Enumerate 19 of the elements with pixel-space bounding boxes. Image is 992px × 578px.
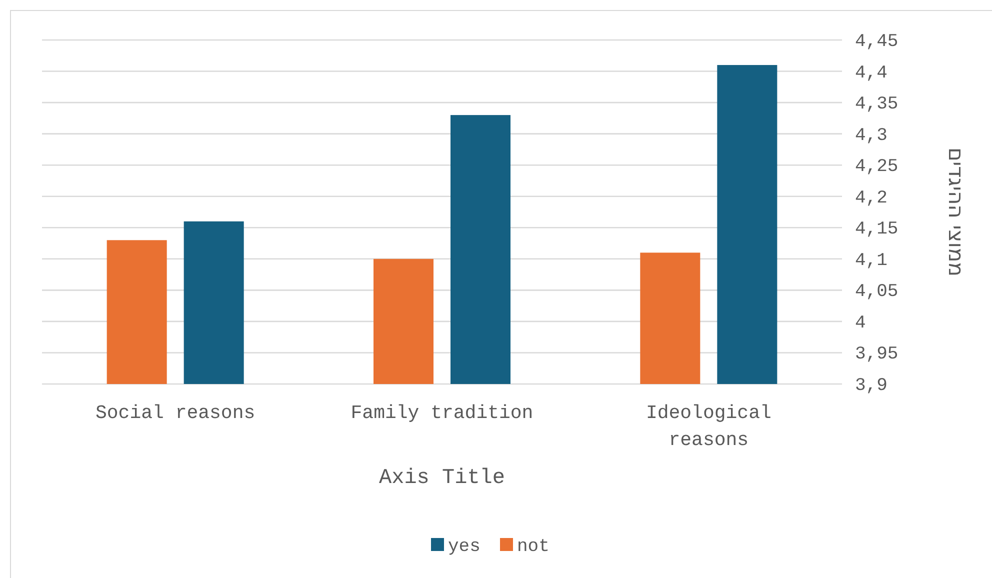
- y-axis-title: ממוצי ההיגדים: [944, 148, 968, 276]
- x-tick-label: Family tradition: [350, 402, 534, 424]
- y-tick-label: 4,2: [855, 188, 888, 208]
- y-tick-label: 4,05: [855, 282, 898, 302]
- legend-label: not: [517, 537, 550, 557]
- y-tick-label: 4,15: [855, 220, 898, 240]
- y-tick-label: 4,4: [855, 63, 888, 84]
- y-tick-label: 3,9: [855, 376, 888, 396]
- y-tick-label: 4,45: [855, 32, 898, 52]
- y-tick-label: 4: [855, 313, 866, 334]
- x-tick-label: Social reasons: [96, 402, 256, 424]
- y-tick-label: 4,1: [855, 250, 888, 271]
- y-tick-label: 4,3: [855, 126, 888, 146]
- x-tick-label: Ideological reasons: [646, 402, 772, 451]
- y-tick-label: 4,25: [855, 157, 898, 178]
- x-axis-title: Axis Title: [378, 467, 506, 490]
- legend-label: yes: [448, 537, 480, 557]
- y-tick-label: 3,95: [855, 344, 898, 365]
- y-tick-label: 4,35: [855, 94, 898, 115]
